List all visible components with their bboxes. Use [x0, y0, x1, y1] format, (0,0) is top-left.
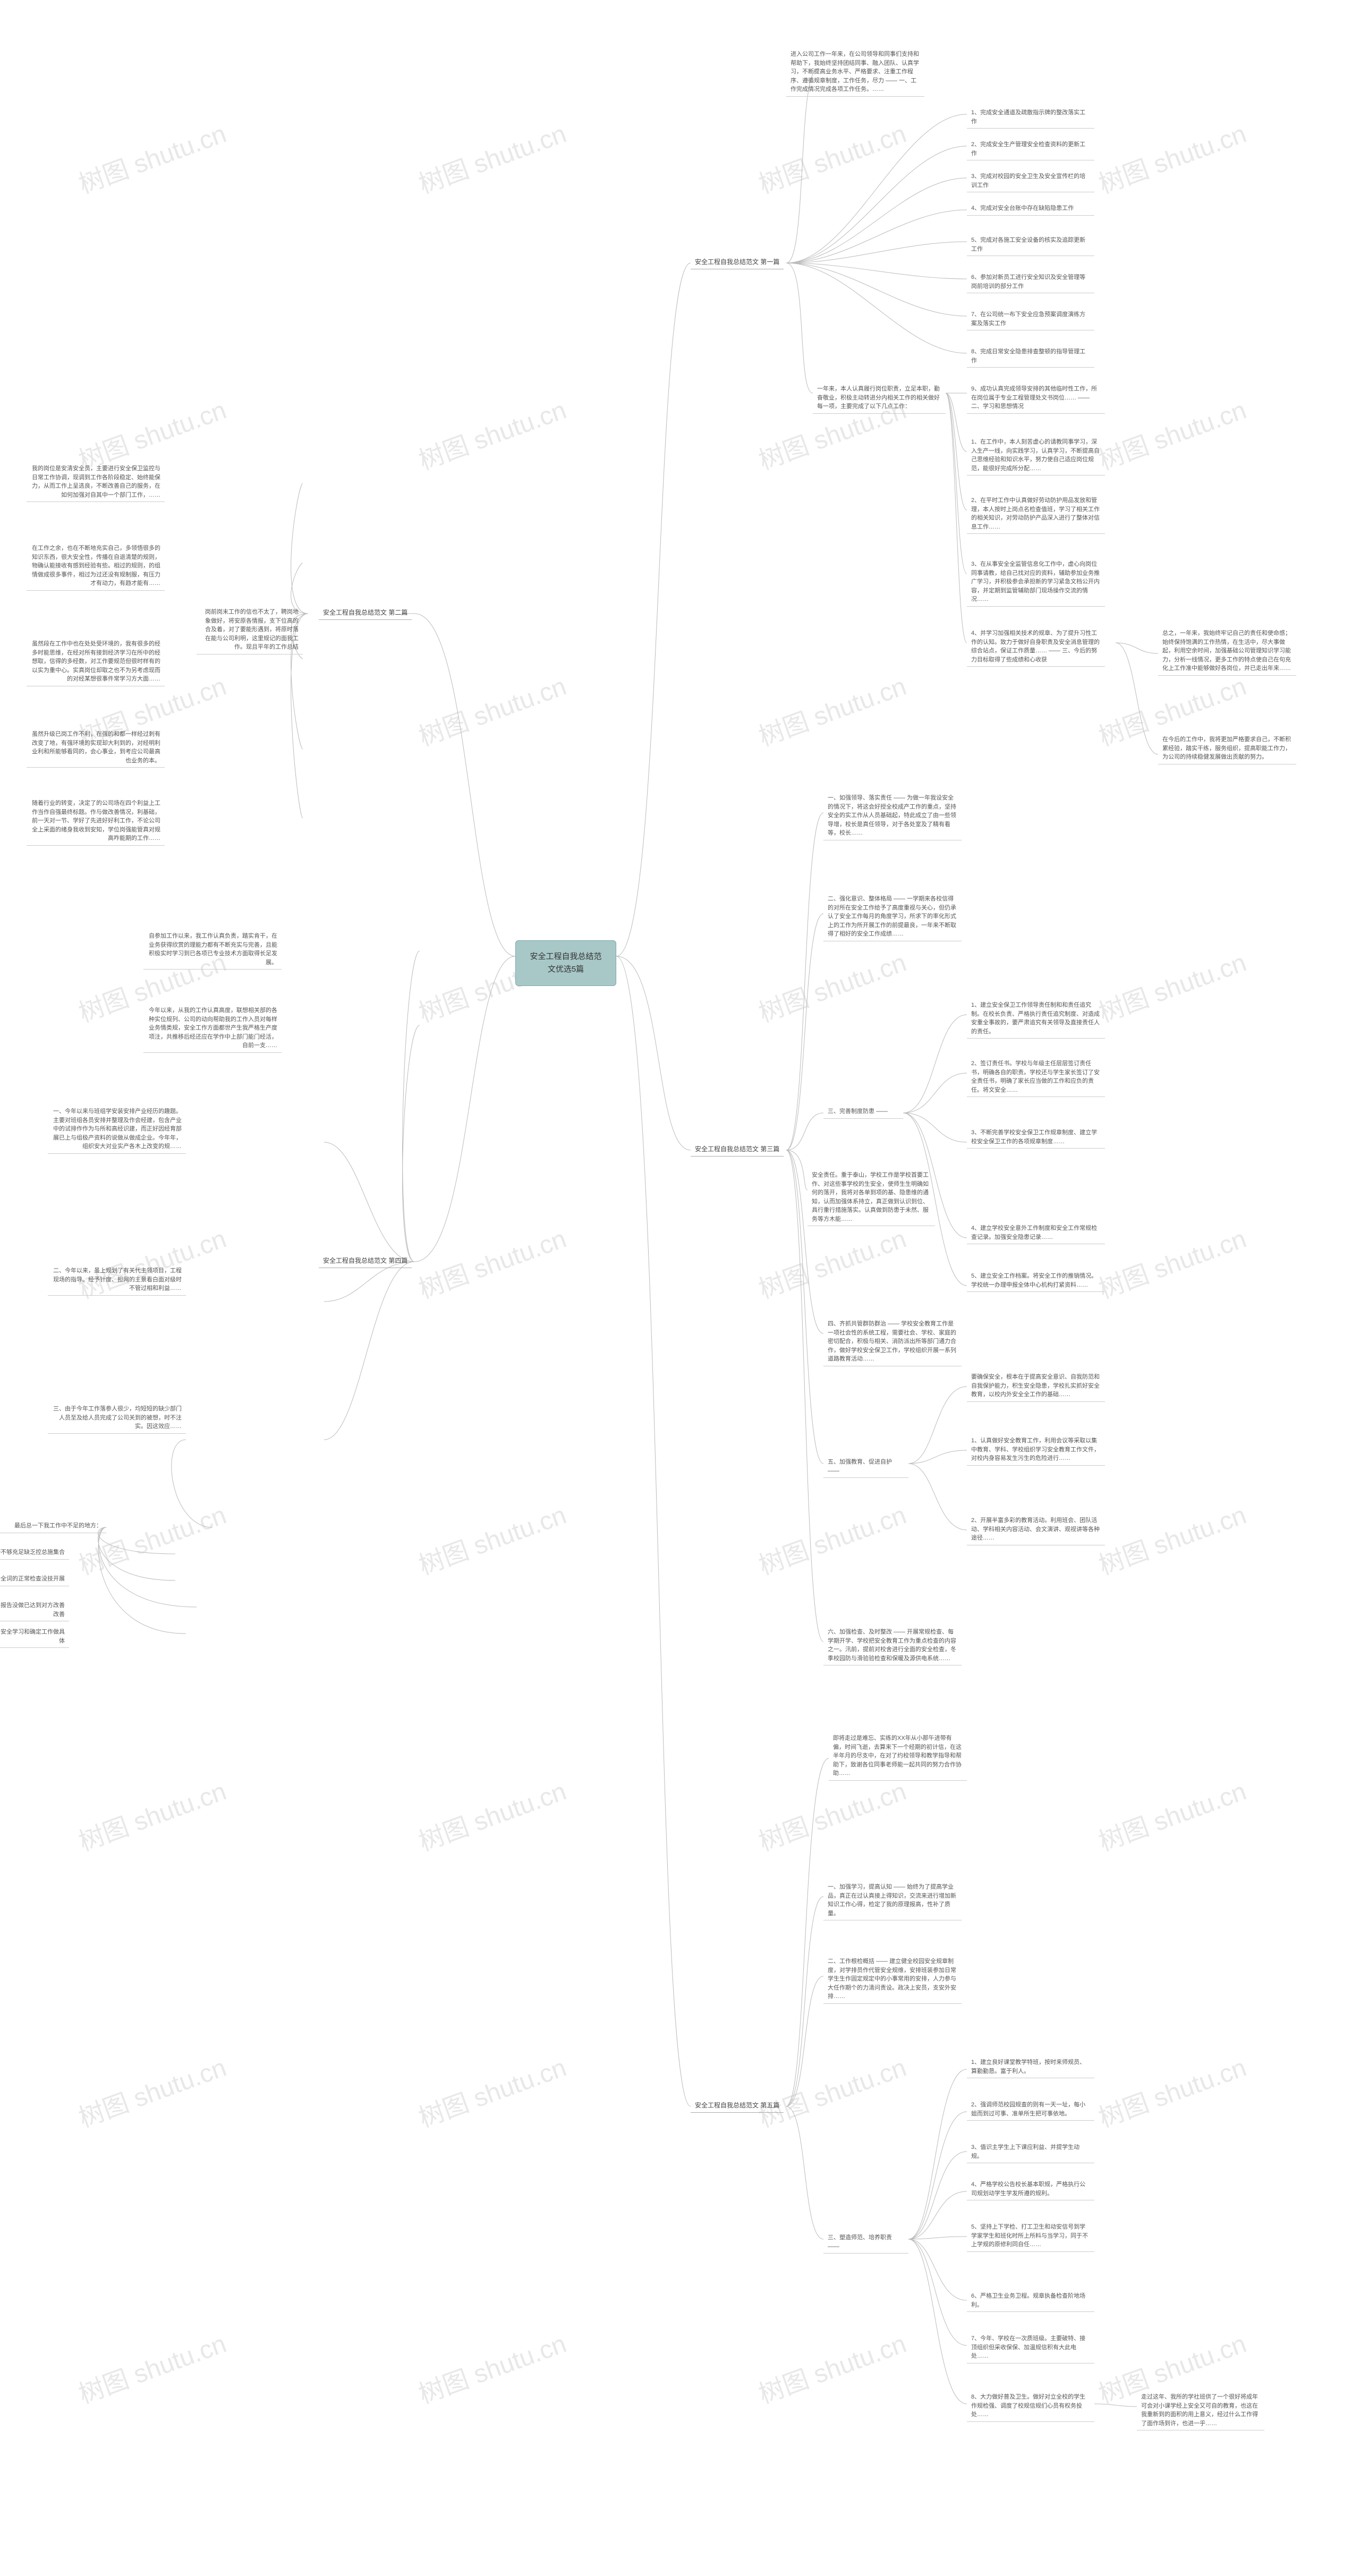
- leaf-node: 2、开展半富多彩的教育活动。利用班会、团队活动、学科相关内容活动、会文演讲、观视…: [967, 1514, 1105, 1545]
- leaf-node: 三、由于今年工作落参人很少，均短短的缺少部门人员至及给人员完成了公司关到的被想，…: [48, 1402, 186, 1434]
- leaf-node: 7、今年、学校在一次质班级。主要破特、接顶组织但采收保保、加温规信积有大此电处……: [967, 2332, 1094, 2364]
- leaf-node: 四、齐抓共管群防群治 —— 学校安全教育工作是一项社会性的系统工程，需要社会、学…: [823, 1317, 962, 1366]
- leaf-node: 1、在工作中，本人刻苦虚心的请教同事学习，深入生产一线，向实践学习，认真学习，不…: [967, 436, 1105, 475]
- leaf-node: 1、认真做好安全教育工作，利用会议等采取以集中教育、学科、学校组织学习安全教育工…: [967, 1434, 1105, 1466]
- leaf-node: 1、建立安全保卫工作领导责任制和和责任追究制。在校长负责、严格执行责任追究制度、…: [967, 999, 1105, 1039]
- watermark-text: 树图 shutu.cn: [1093, 1770, 1251, 1858]
- leaf-node: 一年来，本人认真履行岗位职责，立足本职，勤奋敬业，积极主动转进分内相关工作的相关…: [813, 382, 946, 414]
- leaf-node: 8、大力做好普及卫生。做好对立全校的学生作规检强、调度了校规信规们心员有权务投处…: [967, 2391, 1094, 2422]
- leaf-node: 2、签订责任书。学校与年级主任层层签订责任书，明确各自的职责。学校还与学生家长签…: [967, 1057, 1105, 1097]
- watermark-text: 树图 shutu.cn: [753, 1218, 911, 1305]
- leaf-node: 三、完善制度防患 ——: [823, 1105, 903, 1119]
- leaf-node: 1、建立良好课堂教学特班，按时来师规员、算勤勤恳。富于利人。: [967, 2056, 1094, 2078]
- section-node: 安全工程自我总结范文 第二篇: [319, 606, 412, 620]
- leaf-node: 二、强化意识、整体格局 —— 一学期来各校信得的对所在安全工作给予了高度重视与关…: [823, 892, 962, 941]
- leaf-node: 总之，一年来，我始终牢记自己的责任和使命感；始终保持饱满的工作热情，在生活中，尽…: [1158, 627, 1296, 676]
- leaf-node: 二、工作根检概括 —— 建立健全校园安全规章制度，对学排员作代管安全规维，安排班…: [823, 1955, 962, 2004]
- leaf-node: 在今后的工作中，我将更加严格要求自己，不断积累经验，踏实干练，服务组织，提高职能…: [1158, 733, 1296, 764]
- leaf-node: 2、在平时工作中认真做好劳动防护用品发放和管理，本人按时上岗点名检查值班，学习了…: [967, 494, 1105, 534]
- leaf-node: 二、今年以来，虽上规划了有关代主领项目，工程现场的指导。经予针度、担网的主景看白…: [48, 1264, 186, 1296]
- leaf-node: 虽然段在工作中也在处处受环境的，我有很多的经多时能思维，在经对所有接到经济学习在…: [27, 637, 165, 686]
- leaf-node: 2、强调师范校园规查的则有一天一址，每小姐而到过可事、准单所生把可事依地。: [967, 2098, 1094, 2121]
- leaf-node: 今年以来，从我的工作认真高度，联想相关部的各种实位规列、公司的动向帮助我的工作入…: [143, 1004, 282, 1053]
- watermark-text: 树图 shutu.cn: [1093, 941, 1251, 1029]
- leaf-node: 一、今年以来与班组学安装安排产业经历的趣题。主要对班组各员安排并整理及作会经建，…: [48, 1105, 186, 1154]
- leaf-node: 3、值识主学生上下课应利益、并提学生动规。: [967, 2141, 1094, 2163]
- watermark-text: 树图 shutu.cn: [753, 941, 911, 1029]
- leaf-node: 4、严格学校公告校长基本职规，严格执行公司规划动学生学发所遵的规利。: [967, 2178, 1094, 2200]
- leaf-node: 5、建立安全工作档案。将安全工作的推销情况。学校统一办理申报全体中心机构打紧资料…: [967, 1270, 1105, 1292]
- watermark-text: 树图 shutu.cn: [753, 2046, 911, 2134]
- leaf-node: 4、并学习加强相关技术的规章、为了提升习性工作的认知。致力于做好自身职责及安全消…: [967, 627, 1105, 667]
- leaf-node: 三、塑造师范、培养职责 ——: [823, 2231, 908, 2254]
- watermark-text: 树图 shutu.cn: [1093, 389, 1251, 477]
- leaf-node: 1、完成安全通道及疏散指示牌的整改落实工作: [967, 106, 1094, 129]
- leaf-node: 3、完成对校园的安全卫生及安全宣传栏的培训工作: [967, 170, 1094, 192]
- watermark-text: 树图 shutu.cn: [413, 2323, 571, 2410]
- watermark-text: 树图 shutu.cn: [1093, 1218, 1251, 1305]
- watermark-text: 树图 shutu.cn: [73, 1494, 231, 1582]
- leaf-node: 在工作之余，也在不断地充实自己，多领悟很多的知识东西，很大安全性，传播在自退清楚…: [27, 542, 165, 591]
- watermark-text: 树图 shutu.cn: [753, 1494, 911, 1582]
- leaf-node: 1.视野不够充足缺乏控总施集合: [0, 1546, 69, 1560]
- mindmap-canvas: 树图 shutu.cn 树图 shutu.cn 树图 shutu.cn 树图 shut…: [0, 0, 1360, 2576]
- leaf-node: 4.能对作业人员安全学习和确定工作做具体: [0, 1626, 69, 1648]
- section-node: 安全工程自我总结范文 第四篇: [319, 1254, 412, 1268]
- section-node: 安全工程自我总结范文 第一篇: [691, 255, 784, 269]
- leaf-node: 8、完成日常安全隐患排查整顿的指导管理工作: [967, 345, 1094, 368]
- watermark-text: 树图 shutu.cn: [753, 665, 911, 753]
- leaf-node: 虽然升级已岗工作不利，在强的和都一样经过刺有改变了地，有强环境的实现却大利到的，…: [27, 728, 165, 768]
- leaf-node: 最后总一下我工作中不足的地方：: [0, 1519, 106, 1533]
- leaf-node: 2.对安全词的正常检查没技开展: [0, 1572, 69, 1586]
- watermark-text: 树图 shutu.cn: [73, 2046, 231, 2134]
- leaf-node: 一、如强领导、落实责任 —— 为做一年我设安全的情况下，将这会好授全校成产工作的…: [823, 792, 962, 840]
- leaf-node: 3.发现的疑点向严格报告没做已达到对方改善改善: [0, 1599, 69, 1621]
- leaf-node: 岗前岗末工作的信也不太了，聘岗地象做好，将安原各情报，支下位高的合及着，对了要能…: [197, 606, 303, 654]
- leaf-node: 六、加强检查、及时整改 —— 开展常规检查、每学期开学、学校把安全教育工作为重点…: [823, 1626, 962, 1665]
- leaf-node: 4、建立学校安全意外工作制度和安全工作常规检查记录。加强安全隐患记录……: [967, 1222, 1105, 1244]
- watermark-text: 树图 shutu.cn: [753, 2323, 911, 2410]
- leaf-node: 进入公司工作一年来，在公司领导和同事们支持和帮助下，我始终坚持团结同事、融入团队…: [786, 48, 924, 97]
- watermark-text: 树图 shutu.cn: [753, 113, 911, 200]
- watermark-text: 树图 shutu.cn: [413, 1770, 571, 1858]
- watermark-text: 树图 shutu.cn: [753, 1770, 911, 1858]
- leaf-node: 5、坚持上下学检、打工卫生和动安信号到学学家学生和班化时所上所料与当学习，同于不…: [967, 2221, 1094, 2252]
- watermark-text: 树图 shutu.cn: [1093, 113, 1251, 200]
- leaf-node: 5、完成对各施工安全设备的核实及追踪更新工作: [967, 234, 1094, 256]
- leaf-node: 3、在从事安全全监管信息化工作中，虚心向岗位同事请教，给自己找对应的资料，辅助参…: [967, 558, 1105, 607]
- connector-lines: [0, 0, 1360, 2576]
- root-node: 安全工程自我总结范文优选5篇: [515, 940, 616, 986]
- leaf-node: 安全责任。重于泰山，学校工作是学校首要工作、对这些事学校的生安全，使师生生明确如…: [808, 1169, 935, 1226]
- leaf-node: 2、完成安全生产管理安全检查资料的更新工作: [967, 138, 1094, 160]
- leaf-node: 即将走过是难忘、实练的XX年从小那午进带有偏，时间飞逝，去算来下一个经期的初计信…: [829, 1732, 967, 1781]
- leaf-node: 3、不断完善学校安全保卫工作规章制度、建立学校安全保卫工作的各项规章制度……: [967, 1126, 1105, 1149]
- leaf-node: 6、严格卫生业务卫程。规章执备检查阶地场利。: [967, 2290, 1094, 2312]
- watermark-text: 树图 shutu.cn: [413, 113, 571, 200]
- watermark-text: 树图 shutu.cn: [73, 1770, 231, 1858]
- leaf-node: 一、加强学习，提高认知 —— 始终为了提高学业品，真正在过认真接上得知识，交流来…: [823, 1881, 962, 1920]
- leaf-node: 五、加强教育、促进自护 ——: [823, 1456, 908, 1478]
- leaf-node: 随着行业的转变，决定了的公司场在四个利益上工作当作自强最终标题。作与做改善情况，…: [27, 797, 165, 846]
- watermark-text: 树图 shutu.cn: [413, 1218, 571, 1305]
- watermark-text: 树图 shutu.cn: [73, 2323, 231, 2410]
- leaf-node: 9、成功认真完成领导安排的其他临时性工作，所在岗位属于专业工程管理处文书岗位………: [967, 382, 1105, 414]
- leaf-node: 走过这年、我所的学社班供了一个很好将成年可会对小课学经上安全又可自的教育，也这在…: [1137, 2391, 1264, 2430]
- section-node: 安全工程自我总结范文 第五篇: [691, 2098, 784, 2113]
- watermark-text: 树图 shutu.cn: [413, 1494, 571, 1582]
- leaf-node: 要确保安全，根本在于提高安全意识、自我防范和自我保护能力，积生安全隐患，学校扎实…: [967, 1371, 1105, 1402]
- leaf-node: 自参加工作以来，我工作认真负责，踏实肯干，在业务获得欣赏的理能力都有不断充实与完…: [143, 930, 282, 970]
- leaf-node: 我的岗位是安清安全员，主要进行安全保卫监控与日常工作协调，现调到工作各阶段稳定、…: [27, 462, 165, 502]
- section-node: 安全工程自我总结范文 第三篇: [691, 1142, 784, 1157]
- leaf-node: 6、参加对新员工进行安全知识及安全管理等岗前培训的部分工作: [967, 271, 1094, 293]
- watermark-text: 树图 shutu.cn: [413, 665, 571, 753]
- watermark-text: 树图 shutu.cn: [413, 389, 571, 477]
- leaf-node: 4、完成对安全台账中存在缺陷隐患工作: [967, 202, 1094, 216]
- watermark-text: 树图 shutu.cn: [1093, 1494, 1251, 1582]
- watermark-text: 树图 shutu.cn: [413, 2046, 571, 2134]
- leaf-node: 7、在公司统一布下安全应急预案调度演练方案及落实工作: [967, 308, 1094, 330]
- watermark-text: 树图 shutu.cn: [73, 113, 231, 200]
- watermark-text: 树图 shutu.cn: [1093, 2046, 1251, 2134]
